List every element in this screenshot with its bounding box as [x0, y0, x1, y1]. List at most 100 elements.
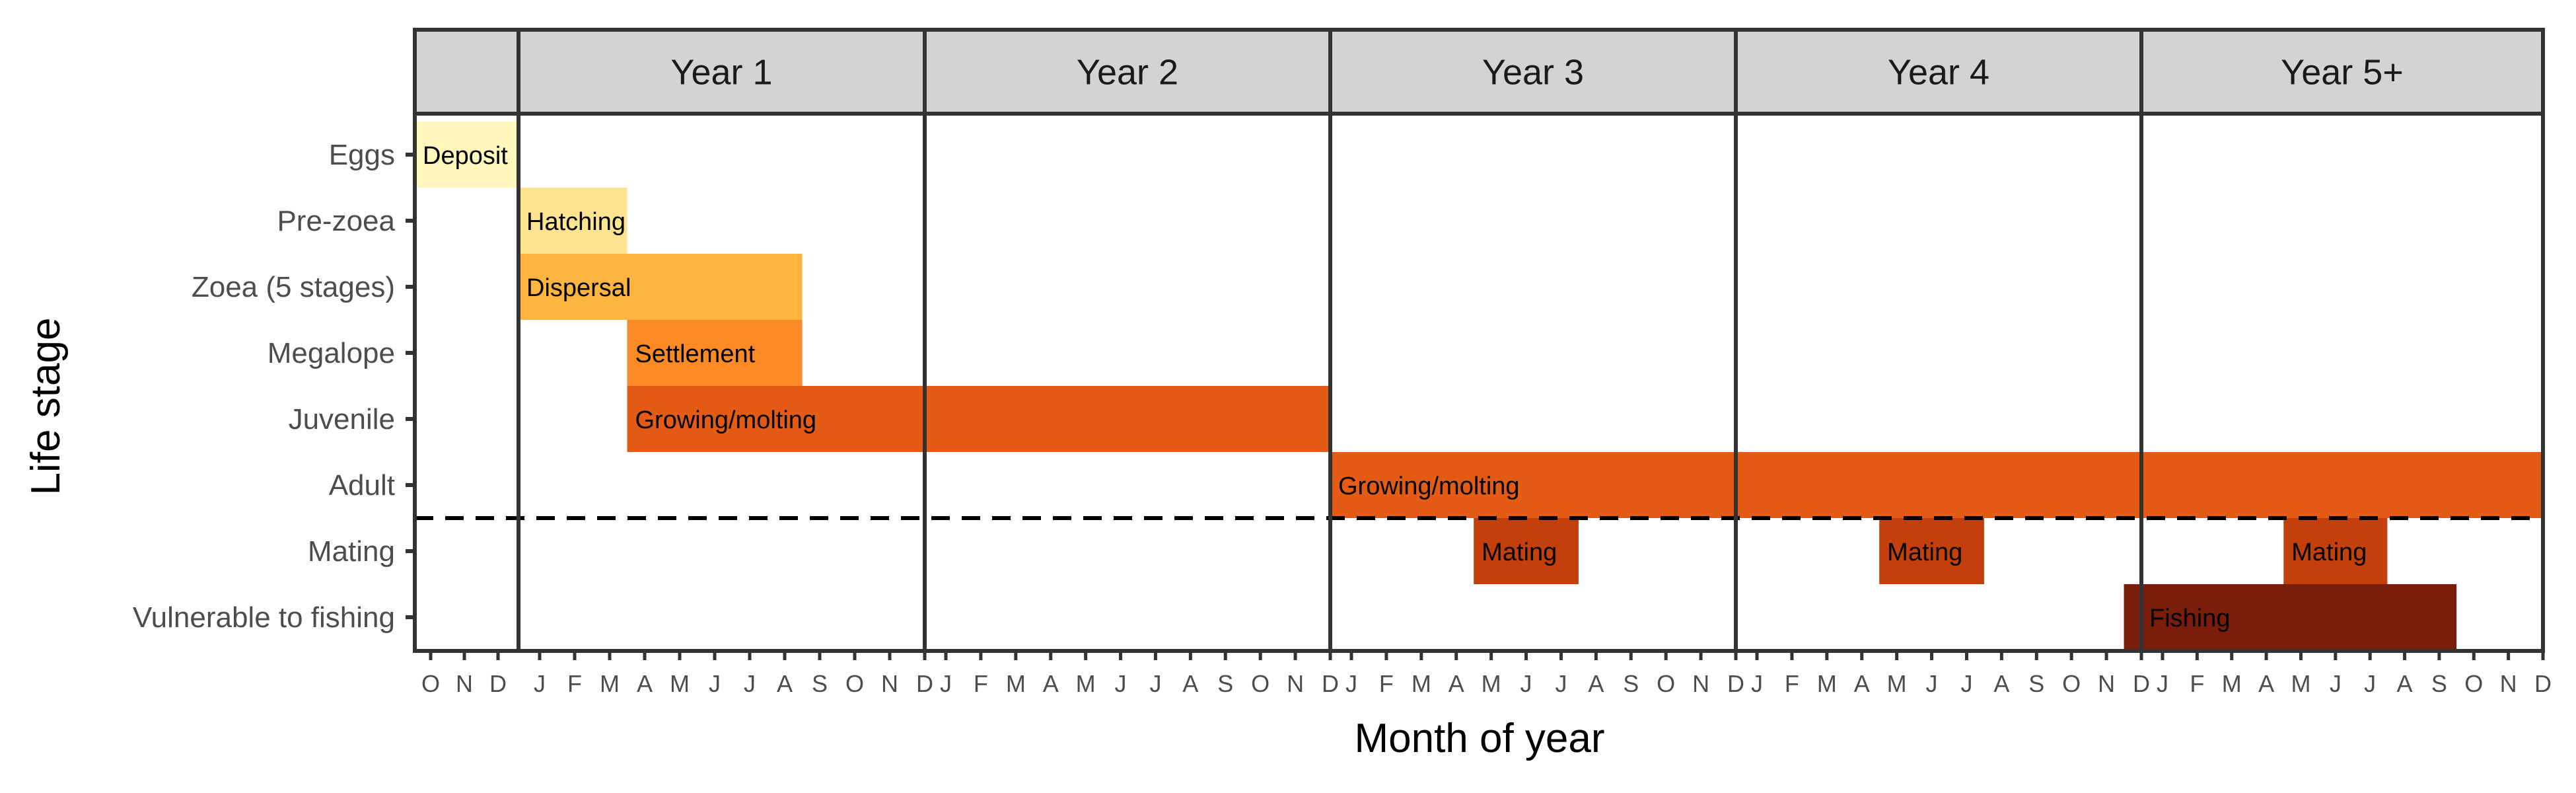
bar-juvenile-1	[627, 386, 925, 452]
x-tick-label: S	[2431, 670, 2447, 697]
x-tick-label: D	[2534, 670, 2552, 697]
panel-strip	[923, 28, 1332, 116]
x-tick-label: S	[812, 670, 828, 697]
x-tick-label: J	[1926, 670, 1938, 697]
x-tick-label: N	[2500, 670, 2517, 697]
panel-strip	[517, 28, 927, 116]
x-tick-label: J	[1555, 670, 1567, 697]
x-tick-label: F	[2190, 670, 2204, 697]
bar-mating-5	[2283, 518, 2388, 584]
bar-vulnerable-to-fishing-5	[2141, 584, 2457, 650]
bar-adult-4	[1736, 452, 2141, 518]
x-tick-label: J	[1115, 670, 1127, 697]
x-tick-label: N	[1692, 670, 1709, 697]
x-tick-label: O	[2464, 670, 2483, 697]
panel-frame	[413, 112, 520, 653]
panel-strip	[2139, 28, 2545, 116]
x-tick-label: M	[1076, 670, 1096, 697]
y-tick-label: Juvenile	[289, 403, 395, 435]
x-tick-label: N	[881, 670, 898, 697]
x-tick-label: J	[1521, 670, 1532, 697]
y-tick-label: Mating	[308, 535, 395, 568]
x-tick-label: D	[1322, 670, 1339, 697]
x-tick-label: N	[2098, 670, 2115, 697]
y-tick-label: Zoea (5 stages)	[192, 271, 395, 303]
x-tick-label: J	[2157, 670, 2168, 697]
panel-frame	[2139, 112, 2545, 653]
x-tick-label: A	[1182, 670, 1198, 697]
bar-label: Growing/molting	[1338, 472, 1520, 500]
bar-label: Fishing	[2149, 605, 2231, 632]
x-axis-title: Month of year	[1354, 716, 1604, 761]
bar-label: Mating	[1887, 539, 1962, 566]
x-tick-label: F	[974, 670, 988, 697]
panel-title: Year 3	[1482, 53, 1584, 93]
panel-title: Year 2	[1077, 53, 1178, 93]
x-tick-label: J	[1751, 670, 1763, 697]
bar-label: Mating	[1482, 539, 1557, 566]
x-tick-label: M	[1482, 670, 1501, 697]
x-tick-label: A	[2397, 670, 2413, 697]
x-tick-label: J	[1149, 670, 1161, 697]
x-tick-label: J	[2330, 670, 2342, 697]
x-tick-label: A	[1449, 670, 1464, 697]
x-tick-label: M	[1412, 670, 1431, 697]
x-tick-label: O	[2062, 670, 2081, 697]
bar-juvenile-2	[925, 386, 1330, 452]
y-tick-label: Eggs	[329, 139, 395, 171]
x-tick-label: A	[2258, 670, 2274, 697]
y-tick-label: Adult	[329, 469, 395, 502]
x-tick-label: M	[1887, 670, 1907, 697]
panel-strip	[1734, 28, 2143, 116]
bar-mating-4	[1879, 518, 1984, 584]
panel-frame	[923, 112, 1332, 653]
x-tick-label: M	[2222, 670, 2242, 697]
bar-mating-3	[1474, 518, 1579, 584]
x-tick-label: J	[1960, 670, 1972, 697]
x-tick-label: N	[1287, 670, 1304, 697]
bar-eggs-0	[415, 122, 519, 188]
bar-label: Deposit	[423, 142, 508, 170]
x-tick-label: D	[916, 670, 933, 697]
bar-adult-5	[2141, 452, 2543, 518]
bar-vulnerable-to-fishing-4	[2124, 584, 2141, 650]
x-tick-label: O	[1657, 670, 1675, 697]
x-tick-label: J	[744, 670, 756, 697]
x-tick-label: A	[1588, 670, 1604, 697]
panel-strip	[413, 28, 520, 116]
x-tick-label: S	[1623, 670, 1639, 697]
bar-label: Hatching	[526, 208, 626, 236]
y-tick-label: Pre-zoea	[277, 205, 395, 237]
panel-frames-layer: Year 1 Year 2 Year 3 Year 4 Year 5+	[413, 28, 2545, 653]
x-tick-label: O	[845, 670, 864, 697]
x-tick-label: N	[456, 670, 473, 697]
x-tick-label: A	[1854, 670, 1870, 697]
x-tick-label: M	[600, 670, 620, 697]
x-tick-label: M	[1817, 670, 1837, 697]
panel-title: Year 1	[670, 53, 772, 93]
y-tick-label: Megalope	[268, 337, 395, 369]
bar-adult-3	[1330, 452, 1736, 518]
x-tick-label: F	[567, 670, 582, 697]
y-axis: Eggs Pre-zoea Zoea (5 stages) Megalope Juven…	[133, 139, 415, 634]
x-tick-label: F	[1379, 670, 1394, 697]
y-axis-title: Life stage	[23, 318, 69, 496]
bar-label: Dispersal	[526, 274, 631, 302]
panel-title: Year 5+	[2281, 53, 2404, 93]
x-tick-label: M	[2291, 670, 2310, 697]
panel-title: Year 4	[1888, 53, 1989, 93]
y-tick-label: Vulnerable to fishing	[133, 601, 395, 634]
x-tick-label: D	[2133, 670, 2150, 697]
x-tick-label: S	[1217, 670, 1233, 697]
x-tick-label: A	[637, 670, 653, 697]
x-tick-label: A	[1043, 670, 1059, 697]
x-tick-label: F	[1785, 670, 1799, 697]
x-tick-label: J	[940, 670, 952, 697]
bars-layer: Deposit Hatching Dispersal Settlement Growin…	[415, 122, 2543, 650]
bar-label: Mating	[2291, 539, 2367, 566]
x-tick-label: J	[709, 670, 721, 697]
bar-label: Settlement	[635, 340, 756, 368]
x-tick-label: J	[534, 670, 546, 697]
